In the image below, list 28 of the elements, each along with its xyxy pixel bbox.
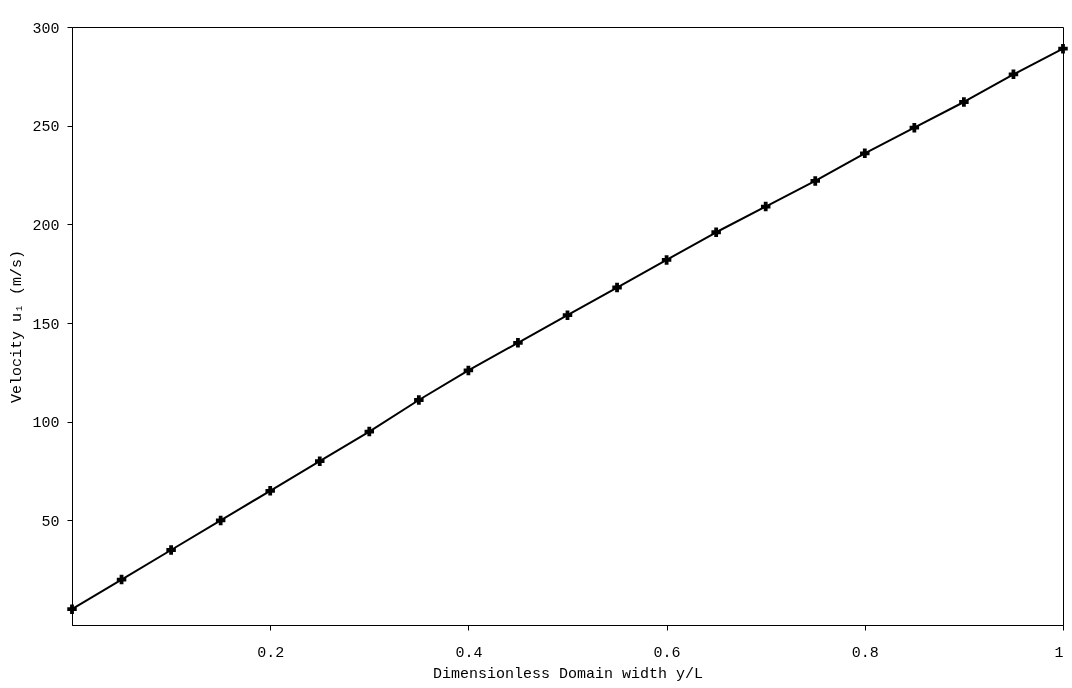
point: [315, 456, 325, 466]
y-tick-label: 250: [32, 119, 60, 137]
y-tick-label: 200: [32, 217, 60, 235]
point: [166, 545, 176, 555]
x-tick-label: 0.2: [257, 644, 285, 662]
point: [959, 97, 969, 107]
point: [513, 338, 523, 348]
point: [860, 148, 870, 159]
point: [711, 227, 721, 237]
point: [562, 310, 573, 320]
x-tick-label: 1: [1054, 644, 1064, 662]
point: [1058, 43, 1068, 54]
point: [265, 486, 275, 496]
x-tick-label: 0.6: [653, 644, 681, 662]
x-axis-title: Dimensionless Domain width y/L: [432, 665, 704, 683]
point: [414, 395, 424, 405]
point: [67, 604, 77, 614]
point: [661, 255, 672, 265]
y-tick-label: 150: [32, 316, 60, 334]
y-axis-title: Velocity u₁ (m/s): [9, 249, 27, 404]
x-tick-label: 0.8: [851, 644, 879, 662]
y-tick-label: 300: [32, 20, 60, 38]
point: [909, 122, 920, 133]
point: [810, 176, 820, 186]
point: [612, 282, 622, 293]
y-tick-label: 100: [32, 415, 60, 433]
y-tick-label: 50: [41, 513, 60, 531]
x-tick-label: 0.4: [455, 644, 483, 662]
